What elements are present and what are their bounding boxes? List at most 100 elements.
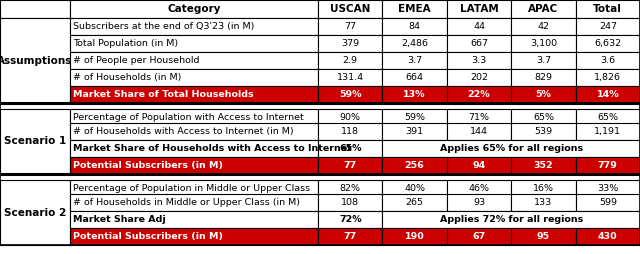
Bar: [383, 211, 640, 228]
Text: Market Share of Households with Access to Internet: Market Share of Households with Access t…: [73, 144, 352, 153]
Bar: [511, 194, 575, 211]
Text: Total Population (in M): Total Population (in M): [73, 39, 178, 48]
Bar: [0, 103, 640, 106]
Bar: [383, 140, 640, 157]
Bar: [575, 157, 640, 174]
Text: Percentage of Population in Middle or Upper Class: Percentage of Population in Middle or Up…: [73, 184, 310, 193]
Text: 95: 95: [537, 232, 550, 241]
Bar: [318, 140, 383, 157]
Text: # of Households in Middle or Upper Class (in M): # of Households in Middle or Upper Class…: [73, 198, 300, 207]
Bar: [0, 180, 70, 245]
Text: # of People per Household: # of People per Household: [73, 56, 200, 65]
Text: 65%: 65%: [339, 144, 362, 153]
Bar: [383, 157, 447, 174]
Text: 65%: 65%: [533, 113, 554, 122]
Bar: [318, 52, 383, 69]
Bar: [447, 86, 511, 103]
Bar: [318, 211, 383, 228]
Bar: [318, 194, 383, 211]
Text: 77: 77: [344, 232, 357, 241]
Bar: [318, 123, 383, 140]
Bar: [447, 109, 511, 126]
Text: 379: 379: [341, 39, 359, 48]
Text: 84: 84: [408, 22, 420, 31]
Text: Market Share of Total Households: Market Share of Total Households: [73, 90, 253, 99]
Bar: [383, 35, 447, 52]
Text: 77: 77: [344, 161, 357, 170]
Bar: [318, 0, 383, 18]
Text: 3.7: 3.7: [536, 56, 551, 65]
Text: 90%: 90%: [340, 113, 361, 122]
Bar: [70, 86, 318, 103]
Bar: [383, 18, 447, 35]
Text: 247: 247: [599, 22, 617, 31]
Bar: [575, 52, 640, 69]
Bar: [383, 109, 447, 126]
Bar: [70, 18, 318, 35]
Bar: [447, 18, 511, 35]
Bar: [70, 194, 318, 211]
Bar: [0, 174, 640, 177]
Text: 118: 118: [341, 127, 359, 136]
Bar: [318, 157, 383, 174]
Bar: [70, 157, 318, 174]
Text: 133: 133: [534, 198, 552, 207]
Text: 13%: 13%: [403, 90, 426, 99]
Bar: [575, 18, 640, 35]
Text: APAC: APAC: [528, 4, 559, 14]
Bar: [318, 18, 383, 35]
Text: 391: 391: [406, 127, 424, 136]
Text: 144: 144: [470, 127, 488, 136]
Bar: [511, 157, 575, 174]
Text: Percentage of Population with Access to Internet: Percentage of Population with Access to …: [73, 113, 304, 122]
Text: 33%: 33%: [597, 184, 618, 193]
Text: Applies 65% for all regions: Applies 65% for all regions: [440, 144, 583, 153]
Text: 667: 667: [470, 39, 488, 48]
Text: 256: 256: [404, 161, 424, 170]
Text: 71%: 71%: [468, 113, 490, 122]
Bar: [0, 18, 70, 103]
Bar: [511, 228, 575, 245]
Text: 202: 202: [470, 73, 488, 82]
Text: 664: 664: [406, 73, 424, 82]
Bar: [318, 35, 383, 52]
Text: 2.9: 2.9: [342, 56, 358, 65]
Text: Category: Category: [167, 4, 221, 14]
Text: 6,632: 6,632: [594, 39, 621, 48]
Text: EMEA: EMEA: [398, 4, 431, 14]
Bar: [447, 0, 511, 18]
Text: # of Households (in M): # of Households (in M): [73, 73, 181, 82]
Text: 352: 352: [534, 161, 553, 170]
Text: Subscribers at the end of Q3'23 (in M): Subscribers at the end of Q3'23 (in M): [73, 22, 254, 31]
Text: 2,486: 2,486: [401, 39, 428, 48]
Bar: [511, 180, 575, 197]
Text: 3.3: 3.3: [472, 56, 486, 65]
Bar: [70, 0, 318, 18]
Bar: [575, 69, 640, 86]
Bar: [70, 35, 318, 52]
Text: 3,100: 3,100: [530, 39, 557, 48]
Text: 265: 265: [406, 198, 424, 207]
Text: 82%: 82%: [340, 184, 361, 193]
Bar: [447, 69, 511, 86]
Bar: [318, 109, 383, 126]
Text: Scenario 2: Scenario 2: [4, 208, 66, 217]
Bar: [383, 52, 447, 69]
Text: Potential Subscribers (in M): Potential Subscribers (in M): [73, 161, 223, 170]
Text: 108: 108: [341, 198, 359, 207]
Bar: [383, 86, 447, 103]
Bar: [318, 86, 383, 103]
Text: 59%: 59%: [404, 113, 425, 122]
Text: USCAN: USCAN: [330, 4, 371, 14]
Bar: [70, 52, 318, 69]
Bar: [70, 140, 318, 157]
Text: Total: Total: [593, 4, 622, 14]
Text: Assumptions: Assumptions: [0, 56, 73, 66]
Text: 3.7: 3.7: [407, 56, 422, 65]
Text: 14%: 14%: [596, 90, 619, 99]
Bar: [0, 0, 70, 18]
Bar: [447, 180, 511, 197]
Bar: [575, 0, 640, 18]
Text: 1,826: 1,826: [595, 73, 621, 82]
Bar: [70, 228, 318, 245]
